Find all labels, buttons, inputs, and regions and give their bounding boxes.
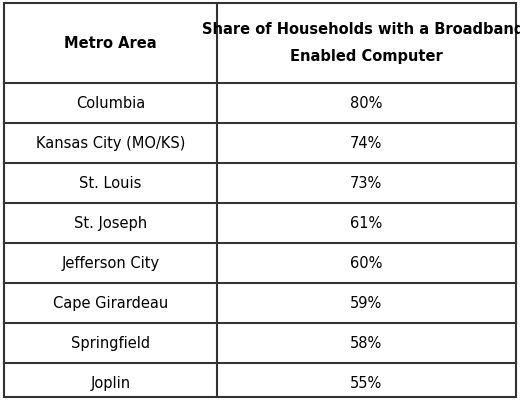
Text: Cape Girardeau: Cape Girardeau — [53, 296, 168, 311]
Text: Share of Households with a Broadband-
Enabled Computer: Share of Households with a Broadband- En… — [202, 22, 520, 64]
Text: 60%: 60% — [350, 256, 382, 271]
Text: Jefferson City: Jefferson City — [61, 256, 160, 271]
Text: 73%: 73% — [350, 176, 382, 191]
Text: Joplin: Joplin — [90, 376, 131, 391]
Text: 59%: 59% — [350, 296, 382, 311]
Text: 58%: 58% — [350, 336, 382, 351]
Text: Columbia: Columbia — [76, 96, 145, 111]
Text: 80%: 80% — [350, 96, 382, 111]
Text: 74%: 74% — [350, 136, 382, 151]
Text: 61%: 61% — [350, 216, 382, 231]
Text: 55%: 55% — [350, 376, 382, 391]
Text: Metro Area: Metro Area — [64, 36, 157, 51]
Text: Springfield: Springfield — [71, 336, 150, 351]
Text: St. Louis: St. Louis — [79, 176, 141, 191]
Text: St. Joseph: St. Joseph — [74, 216, 147, 231]
Text: Kansas City (MO/KS): Kansas City (MO/KS) — [36, 136, 185, 151]
